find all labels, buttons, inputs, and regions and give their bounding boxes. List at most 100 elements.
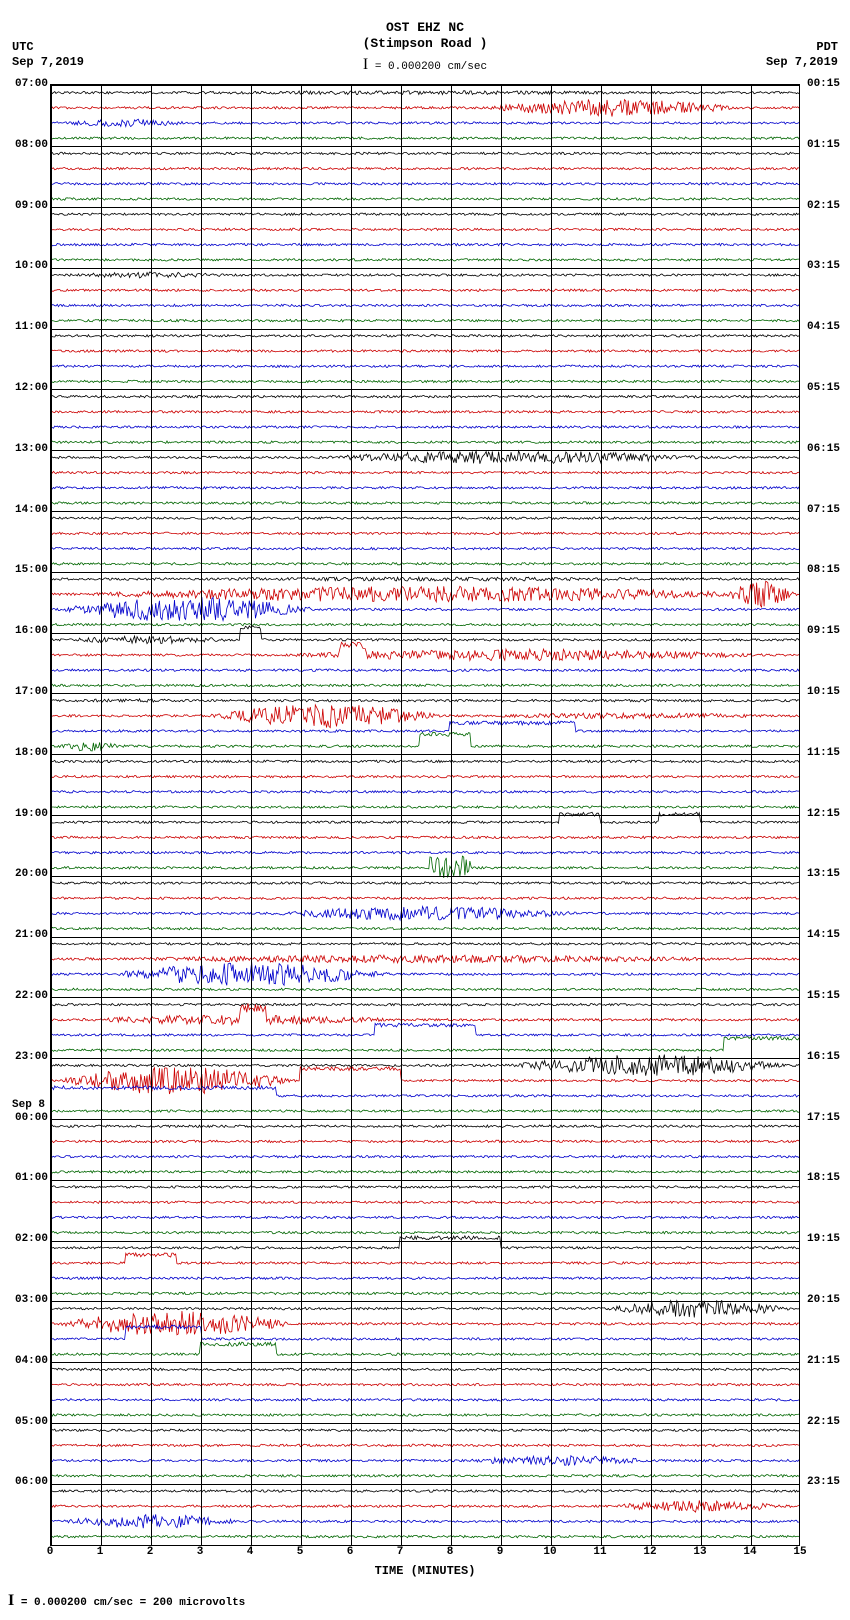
- trace-row: [51, 897, 799, 899]
- pdt-hour-label: 16:15: [807, 1051, 840, 1063]
- grid-hline: [51, 633, 799, 634]
- trace-row: [51, 963, 799, 986]
- date-right-label: Sep 7,2019: [766, 55, 838, 69]
- trace-row: [51, 1004, 799, 1025]
- trace-row: [51, 1311, 799, 1335]
- trace-row: [51, 1369, 799, 1371]
- utc-hour-label: 05:00: [10, 1416, 48, 1428]
- trace-row: [51, 1445, 799, 1447]
- pdt-hour-label: 03:15: [807, 260, 840, 272]
- trace-row: [51, 1536, 799, 1538]
- grid-hline: [51, 1241, 799, 1242]
- pdt-hour-label: 11:15: [807, 747, 840, 759]
- x-tick-label: 7: [397, 1546, 404, 1558]
- trace-row: [51, 198, 799, 200]
- utc-hour-label: 20:00: [10, 868, 48, 880]
- trace-row: [51, 426, 799, 428]
- grid-hline: [51, 1301, 799, 1302]
- x-tick-label: 12: [643, 1546, 656, 1558]
- grid-hline: [51, 1362, 799, 1363]
- grid-hline: [51, 754, 799, 755]
- trace-row: [51, 1171, 799, 1173]
- x-tick-label: 15: [793, 1546, 806, 1558]
- footer-scale-text: = 0.000200 cm/sec = 200 microvolts: [21, 1597, 245, 1609]
- trace-row: [51, 928, 799, 930]
- trace-row: [51, 183, 799, 185]
- x-tick-label: 8: [447, 1546, 454, 1558]
- trace-row: [51, 1141, 799, 1143]
- scale-bar: I = 0.000200 cm/sec: [0, 51, 850, 74]
- grid-hline: [51, 693, 799, 694]
- grid-hline: [51, 389, 799, 390]
- trace-row: [51, 305, 799, 307]
- trace-row: [51, 1201, 799, 1203]
- trace-row: [51, 1125, 799, 1127]
- trace-row: [51, 289, 799, 291]
- trace-row: [51, 441, 799, 443]
- scale-bar-icon: I: [363, 56, 368, 73]
- utc-hour-label: 14:00: [10, 504, 48, 516]
- grid-hline: [51, 997, 799, 998]
- trace-row: [51, 1456, 799, 1466]
- grid-hline: [51, 146, 799, 147]
- trace-row: [51, 582, 799, 607]
- trace-row: [51, 533, 799, 535]
- utc-hour-label: 16:00: [10, 625, 48, 637]
- trace-row: [51, 1232, 799, 1234]
- trace-row: [51, 472, 799, 474]
- trace-row: [51, 168, 799, 170]
- grid-hline: [51, 876, 799, 877]
- trace-row: [51, 91, 799, 95]
- trace-row: [51, 381, 799, 383]
- trace-row: [51, 153, 799, 155]
- trace-row: [51, 669, 799, 671]
- trace-row: [51, 907, 799, 921]
- date-left-label: Sep 7,2019: [12, 55, 84, 69]
- grid-hline: [51, 1119, 799, 1120]
- trace-row: [51, 699, 799, 702]
- trace-row: [51, 396, 799, 398]
- pdt-hour-label: 04:15: [807, 321, 840, 333]
- trace-row: [51, 137, 799, 139]
- trace-row: [51, 548, 799, 550]
- tz-right-label: PDT: [816, 40, 838, 54]
- trace-row: [51, 776, 799, 778]
- trace-row: [51, 806, 799, 808]
- pdt-hour-label: 15:15: [807, 990, 840, 1002]
- footer-scale-icon: I: [8, 1592, 14, 1609]
- seismogram-page: UTC Sep 7,2019 PDT Sep 7,2019 OST EHZ NC…: [0, 0, 850, 1620]
- trace-row: [51, 643, 799, 662]
- trace-row: [51, 259, 799, 261]
- trace-row: [51, 1293, 799, 1295]
- pdt-hour-label: 13:15: [807, 868, 840, 880]
- trace-row: [51, 229, 799, 231]
- utc-hour-label: 22:00: [10, 990, 48, 1002]
- trace-row: [51, 120, 799, 127]
- trace-row: [51, 624, 799, 626]
- x-tick-label: 11: [593, 1546, 606, 1558]
- x-tick-label: 5: [297, 1546, 304, 1558]
- x-tick-label: 13: [693, 1546, 706, 1558]
- utc-hour-label: 02:00: [10, 1233, 48, 1245]
- trace-row: [51, 1086, 799, 1097]
- pdt-hour-label: 10:15: [807, 686, 840, 698]
- grid-hline: [51, 207, 799, 208]
- trace-row: [51, 1156, 799, 1158]
- trace-row: [51, 1024, 799, 1037]
- grid-hline: [51, 1423, 799, 1424]
- pdt-hour-label: 21:15: [807, 1355, 840, 1367]
- pdt-hour-label: 06:15: [807, 443, 840, 455]
- trace-row: [51, 1325, 799, 1340]
- pdt-hour-label: 05:15: [807, 382, 840, 394]
- trace-row: [51, 882, 799, 884]
- x-tick-label: 14: [743, 1546, 756, 1558]
- trace-row: [51, 1343, 799, 1356]
- utc-hour-label: 12:00: [10, 382, 48, 394]
- x-tick-label: 3: [197, 1546, 204, 1558]
- pdt-hour-label: 22:15: [807, 1416, 840, 1428]
- trace-row: [51, 989, 799, 991]
- trace-row: [51, 517, 799, 519]
- tz-left-label: UTC: [12, 40, 34, 54]
- station-name: (Stimpson Road ): [0, 36, 850, 52]
- trace-row: [51, 761, 799, 763]
